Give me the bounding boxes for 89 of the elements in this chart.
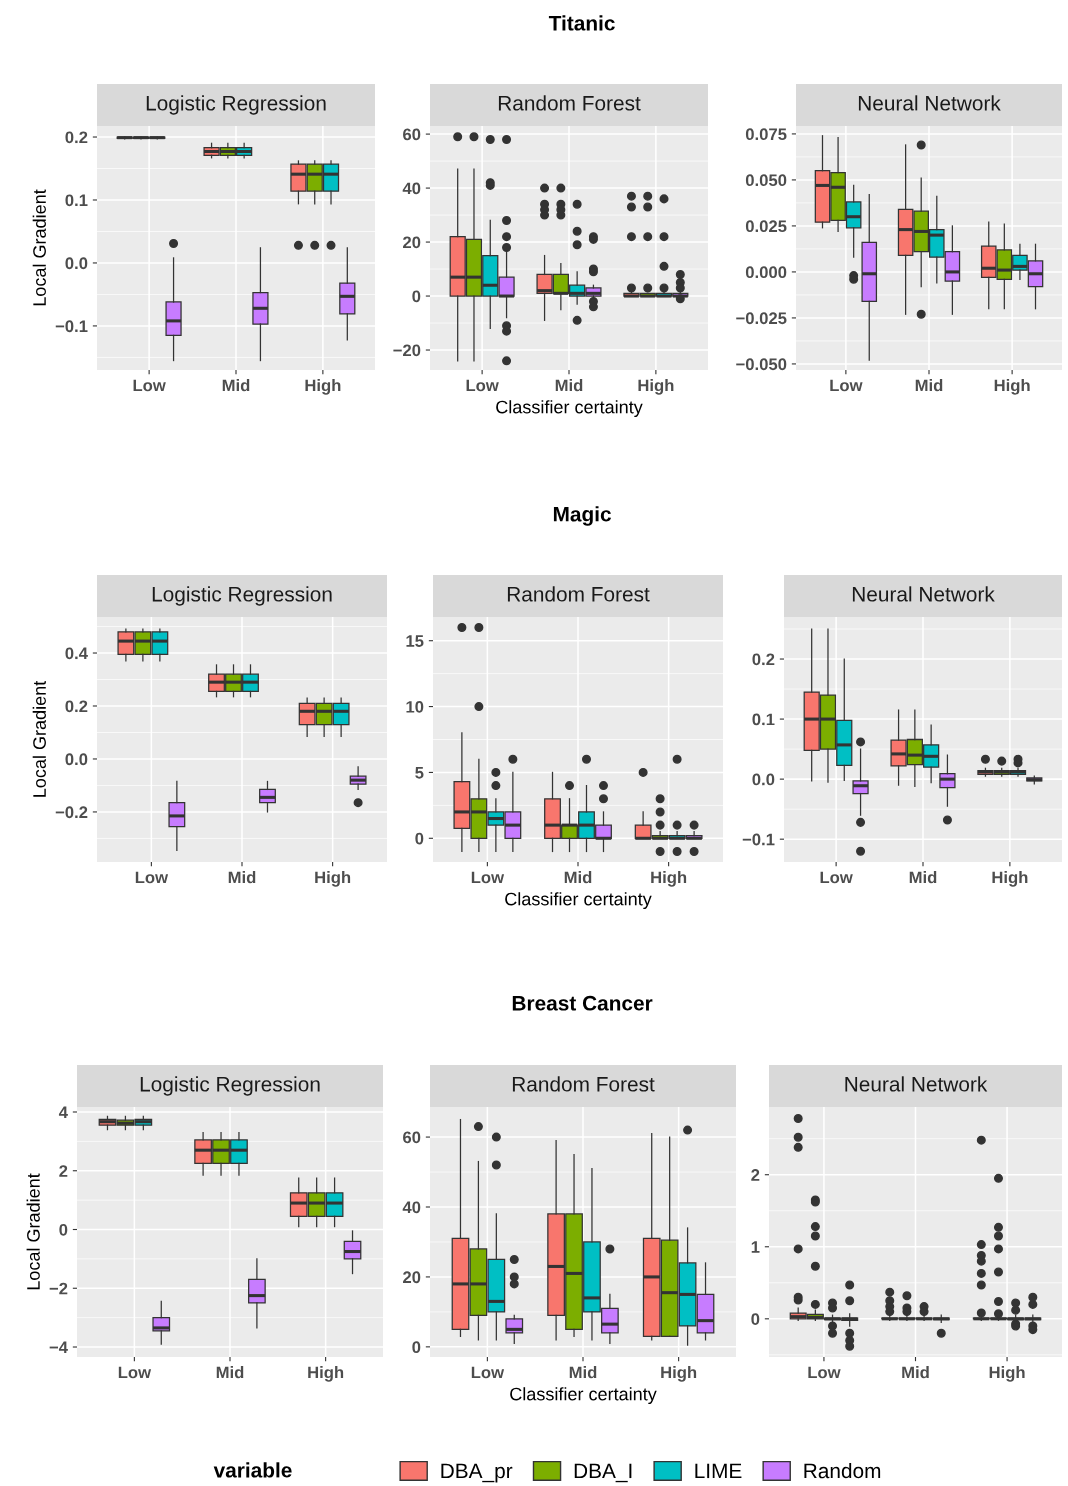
x-tick-label: Mid — [902, 1366, 929, 1379]
y-tick-label: 0.0 — [65, 753, 88, 766]
y-tick-label: 2 — [751, 1169, 760, 1181]
y-tick-label: 0.050 — [745, 174, 787, 187]
x-tick-label: High — [305, 379, 341, 395]
x-tick-label: Low — [471, 1366, 505, 1379]
y-axis-title: Local Gradient — [26, 1173, 40, 1290]
y-tick-label: 60 — [403, 128, 421, 141]
legend-label: DBA_pr — [441, 1463, 513, 1483]
y-tick-label: 10 — [406, 700, 424, 713]
x-tick-label: High — [315, 871, 351, 887]
x-tick-label: Mid — [228, 871, 256, 884]
y-tick-label: 0 — [412, 1341, 421, 1354]
chart-title: Random Forest — [507, 586, 650, 602]
y-tick-label: 0.075 — [745, 128, 787, 141]
x-tick-label: Mid — [569, 1366, 597, 1379]
y-tick-label: −4 — [49, 1341, 68, 1354]
y-tick-label: 1 — [751, 1241, 760, 1253]
legend-label: DBA_I — [574, 1463, 632, 1483]
x-tick-label: High — [994, 379, 1030, 395]
y-tick-label: −0.050 — [736, 358, 787, 371]
legend-label: LIME — [695, 1463, 742, 1479]
x-tick-label: Low — [133, 379, 166, 392]
x-tick-label: High — [989, 1366, 1025, 1382]
chart-title: Logistic Regression — [152, 586, 332, 606]
x-tick-label: Low — [808, 1366, 841, 1379]
y-tick-label: −0.025 — [736, 312, 787, 325]
x-axis-title: Classifier certainty — [505, 892, 652, 910]
x-tick-label: High — [651, 871, 687, 887]
x-axis-title: Classifier certainty — [510, 1387, 657, 1405]
y-tick-label: 2 — [59, 1165, 68, 1177]
y-tick-label: 60 — [403, 1131, 421, 1144]
x-tick-label: High — [661, 1366, 697, 1382]
y-tick-label: 4 — [58, 1106, 68, 1119]
y-tick-label: 15 — [406, 635, 424, 647]
y-tick-label: −0.2 — [55, 806, 88, 819]
y-tick-label: 0 — [751, 1313, 760, 1326]
y-tick-label: 0.0 — [65, 257, 88, 270]
text: Breast Cancer — [512, 995, 653, 1011]
chart-title: Neural Network — [845, 1076, 988, 1092]
x-tick-label: High — [308, 1366, 344, 1382]
y-tick-label: 0.2 — [752, 653, 775, 666]
y-tick-label: 0.025 — [745, 220, 787, 233]
y-tick-label: 0.1 — [65, 194, 88, 207]
x-tick-label: Mid — [222, 379, 250, 392]
y-tick-label: 0.4 — [65, 647, 88, 660]
y-tick-label: 40 — [402, 182, 421, 195]
x-tick-label: Mid — [555, 379, 583, 392]
y-tick-label: 0 — [412, 290, 421, 303]
y-tick-label: −0.1 — [55, 320, 88, 333]
text: Titanic — [548, 15, 615, 31]
chart-title: Logistic Regression — [146, 95, 326, 115]
x-tick-label: Mid — [915, 379, 943, 392]
chart-title: Neural Network — [852, 586, 995, 602]
chart-title: Random Forest — [498, 95, 641, 111]
y-tick-label: 0.1 — [752, 713, 775, 726]
y-tick-label: 0.2 — [65, 700, 88, 713]
y-tick-label: −0.1 — [742, 833, 775, 846]
y-tick-label: 0 — [415, 832, 424, 845]
x-tick-label: High — [638, 379, 674, 395]
y-tick-label: 40 — [402, 1201, 421, 1214]
y-tick-label: 0.000 — [745, 266, 787, 279]
chart-title: Random Forest — [512, 1076, 655, 1092]
x-tick-label: High — [992, 871, 1028, 887]
text: Magic — [553, 506, 611, 526]
y-tick-label: 0 — [59, 1223, 68, 1236]
x-tick-label: Low — [820, 871, 853, 884]
y-tick-label: 20 — [403, 1271, 421, 1284]
x-tick-label: Mid — [564, 871, 592, 884]
x-tick-label: Low — [118, 1366, 152, 1379]
y-axis-title: Local Gradient — [32, 189, 46, 306]
y-axis-title: Local Gradient — [32, 680, 46, 797]
x-axis-title: Classifier certainty — [496, 400, 643, 418]
x-tick-label: Low — [471, 871, 505, 884]
y-tick-label: 20 — [403, 236, 421, 249]
y-tick-label: 5 — [415, 767, 424, 779]
x-tick-label: Low — [135, 871, 169, 884]
x-tick-label: Mid — [216, 1366, 244, 1379]
y-tick-label: −20 — [393, 344, 421, 357]
x-tick-label: Mid — [909, 871, 937, 884]
legend-label: Random — [804, 1462, 881, 1479]
chart-title: Neural Network — [858, 95, 1001, 111]
y-tick-label: −2 — [49, 1282, 68, 1295]
y-tick-label: 0.0 — [752, 773, 775, 786]
y-tick-label: 0.2 — [65, 131, 88, 144]
chart-title: Logistic Regression — [140, 1076, 320, 1096]
legend-title: variable — [213, 1462, 292, 1478]
x-tick-label: Low — [466, 379, 499, 392]
x-tick-label: Low — [830, 379, 863, 392]
